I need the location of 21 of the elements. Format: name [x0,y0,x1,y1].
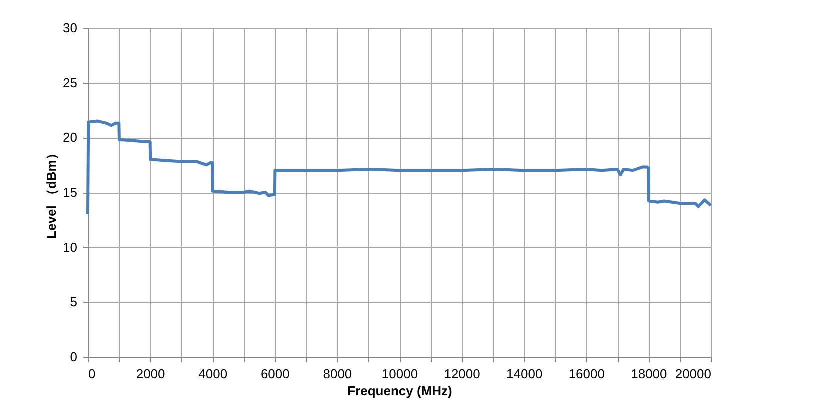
y-tick-label: 15 [63,185,78,200]
x-tick-label: 18000 [631,366,668,382]
y-tick-label: 10 [63,240,78,255]
x-tick-label: 4000 [198,366,228,382]
x-tick-label: 8000 [323,366,352,382]
y-tick-label: 30 [63,20,78,36]
x-axis-title: Frequency (MHz) [348,384,452,398]
x-tick-label: 6000 [260,366,290,382]
x-tick-label: 2000 [136,366,166,382]
x-tick-label: 20000 [675,366,712,382]
x-tick-label: 0 [88,366,96,382]
y-tick-label: 20 [63,130,78,146]
x-tick-label: 10000 [382,366,418,382]
line-series [86,120,712,216]
x-tick-label: 16000 [568,366,605,382]
y-tick-label: 25 [63,75,78,90]
y-tick-label: 5 [70,294,78,310]
y-axis-title: Level （dBm） [44,147,60,239]
y-tick-label: 0 [70,350,78,364]
x-tick-label: 12000 [444,366,480,382]
x-tick-label: 14000 [506,366,543,382]
